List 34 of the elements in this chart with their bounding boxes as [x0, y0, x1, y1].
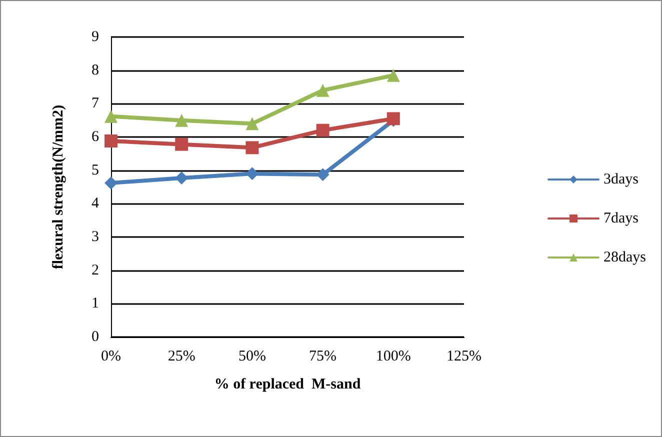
point: [104, 176, 118, 190]
point: [316, 124, 330, 137]
point: [104, 110, 118, 123]
point: [316, 168, 330, 182]
legend-label: 7days: [604, 210, 639, 226]
point: [246, 167, 259, 180]
y-tick-label: 0: [92, 329, 99, 345]
y-tick-label: 2: [92, 262, 99, 278]
point: [104, 134, 118, 148]
x-tick-label: 25%: [168, 348, 196, 364]
y-tick-label: 4: [92, 196, 100, 212]
x-tick-label: 100%: [376, 348, 411, 364]
y-axis-title: flexural strength(N/mm2): [50, 104, 66, 270]
y-tick-label: 1: [92, 296, 99, 312]
x-axis-title: % of replaced M-sand: [214, 376, 362, 392]
legend-label: 3days: [604, 172, 639, 188]
legend-label: 28days: [604, 250, 646, 266]
x-tick-label: 125%: [446, 348, 482, 364]
x-tick-label: 75%: [309, 348, 337, 364]
y-tick-label: 5: [92, 162, 99, 178]
point: [175, 114, 188, 127]
x-tick-label: 50%: [238, 348, 266, 364]
y-tick-label: 7: [92, 96, 100, 112]
point: [175, 138, 188, 151]
point: [246, 141, 259, 154]
point: [316, 84, 330, 97]
point: [175, 172, 188, 184]
point: [386, 68, 400, 82]
point: [246, 117, 259, 130]
y-tick-label: 9: [92, 29, 99, 45]
y-tick-label: 8: [92, 62, 99, 78]
x-tick-label: 0%: [101, 348, 121, 364]
y-tick-label: 6: [92, 129, 100, 145]
y-tick-label: 3: [92, 229, 99, 245]
